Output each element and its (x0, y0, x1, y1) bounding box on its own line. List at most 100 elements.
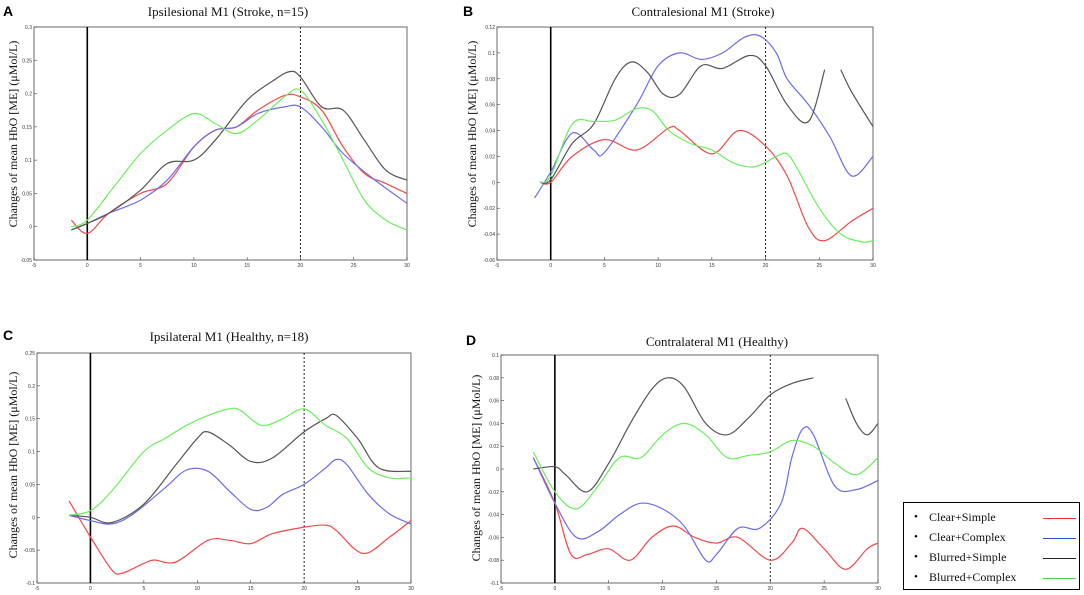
legend-bullet: • (914, 531, 918, 543)
legend-bullet: • (914, 511, 918, 523)
chart-d-xtick-label: 10 (660, 586, 666, 592)
legend-swatch-blue (1043, 538, 1076, 539)
legend-bullet: • (914, 571, 918, 583)
chart-d-ytick-label: -0.08 (488, 558, 500, 564)
chart-b-series-clear-complex (534, 34, 874, 199)
chart-d-ytick-label: 0.08 (489, 376, 499, 382)
chart-c-ytick-label: -0.05 (24, 548, 36, 554)
panel-label-a: A (3, 3, 13, 19)
chart-b-xtick-label: 20 (763, 263, 769, 269)
legend-swatch-green (1043, 578, 1076, 579)
chart-b-axes-frame (496, 26, 874, 261)
chart-c-xtick-label: 25 (355, 586, 361, 592)
chart-a-ytick-label: 0.2 (25, 92, 32, 98)
chart-b-ytick-label: 0.08 (485, 77, 495, 83)
chart-c-xtick-label: 30 (408, 586, 414, 592)
chart-d-ytick-label: -0.02 (488, 490, 500, 496)
chart-b-xtick-label: 0 (549, 263, 552, 269)
chart-d-series-blurred-complex (532, 422, 879, 510)
chart-c-title: Ipsilateral M1 (Healthy, n=18) (150, 329, 309, 344)
chart-c-series-blurred-simple (69, 413, 412, 524)
legend-label: Blurred+Complex (929, 570, 1017, 584)
chart-b-ytick-label: -0.06 (484, 258, 496, 264)
legend-item-blurred-simple: • Blurred+Simple (910, 547, 1076, 567)
chart-b-series-blurred-simple (840, 69, 874, 128)
chart-b-ytick-label: 0.02 (485, 154, 495, 160)
chart-c-ytick-label: 0.05 (25, 482, 35, 488)
chart-b-plot: -5 0 5 10 15 20 25 30 -0.06 -0.04 -0.02 0 0.02 0.04 0.… (484, 25, 876, 269)
chart-b-ylabel: Changes of mean HbO [ME] (μMol/L) (465, 41, 479, 228)
chart-b-series-clear-simple (539, 125, 874, 242)
chart-d-ytick-label: 0.1 (492, 353, 499, 359)
chart-b-xtick-label: 5 (603, 263, 606, 269)
chart-d-series-clear-simple (532, 457, 879, 570)
chart-b-xtick-label: 10 (655, 263, 661, 269)
legend-label: Clear+Simple (929, 510, 996, 524)
chart-b-ytick-label: -0.02 (484, 206, 496, 212)
chart-d-series-clear-complex (532, 426, 879, 563)
chart-d-plot: -5 0 5 10 15 20 25 30 -0.1 -0.08 -0.06 -0.04 -0.02 0 0… (488, 353, 881, 592)
panel-label-c: C (3, 327, 13, 343)
legend-item-clear-complex: • Clear+Complex (910, 527, 1076, 547)
chart-c-series-clear-simple (68, 500, 412, 575)
chart-c-xtick-label: 10 (195, 586, 201, 592)
chart-d-ytick-label: 0.02 (489, 444, 499, 450)
chart-d-xtick-label: 15 (714, 586, 720, 592)
chart-d-axes-frame (500, 354, 879, 584)
panel-label-d: D (466, 332, 476, 348)
chart-a-ytick-label: 0.3 (25, 25, 32, 31)
chart-a-title: Ipsilesional M1 (Stroke, n=15) (148, 4, 308, 19)
chart-b-ytick-label: 0 (492, 180, 495, 186)
chart-b-series-blurred-complex (539, 107, 874, 243)
chart-d-ytick-label: -0.04 (488, 513, 500, 519)
chart-c-ytick-label: 0.1 (28, 450, 35, 456)
chart-d-ytick-label: 0.04 (489, 421, 499, 427)
chart-c-ytick-label: -0.1 (26, 581, 35, 587)
legend-box: • Clear+Simple • Clear+Complex • Blurred… (903, 502, 1080, 590)
chart-a-xtick-label: 30 (404, 263, 410, 269)
chart-d-ytick-label: -0.06 (488, 535, 500, 541)
chart-d-xtick-label: 25 (821, 586, 827, 592)
chart-b-ytick-label: 0.06 (485, 103, 495, 109)
chart-b-title: Contralesional M1 (Stroke) (632, 4, 775, 19)
legend-bullet: • (914, 551, 918, 563)
chart-c-plot: -5 0 5 10 15 20 25 30 -0.1 -0.05 0 0.05 0.1 0.15 0.2 0.… (24, 351, 414, 592)
chart-b-series-blurred-simple (539, 54, 826, 184)
legend-item-blurred-complex: • Blurred+Complex (910, 567, 1076, 587)
chart-c-ytick-label: 0 (32, 515, 35, 521)
chart-b-ytick-label: 0.12 (485, 25, 495, 31)
chart-d-title: Contralateral M1 (Healthy) (646, 334, 788, 349)
legend-label: Blurred+Simple (929, 550, 1007, 564)
chart-b-ytick-label: -0.04 (484, 232, 496, 238)
chart-c-xtick-label: 5 (142, 586, 145, 592)
chart-b-ytick-label: 0.1 (488, 51, 495, 57)
chart-c-ytick-label: 0.2 (28, 384, 35, 390)
chart-c-xtick-label: 0 (89, 586, 92, 592)
chart-d-xtick-label: 5 (607, 586, 610, 592)
chart-d-xtick-label: 0 (553, 586, 556, 592)
chart-a-ytick-label: 0 (29, 225, 32, 231)
chart-a-ytick-label: 0.15 (22, 125, 32, 131)
chart-b-xtick-label: 30 (870, 263, 876, 269)
chart-a-xtick-label: 5 (139, 263, 142, 269)
chart-a-ytick-label: 0.1 (25, 158, 32, 164)
chart-d-ytick-label: -0.1 (490, 581, 499, 587)
chart-d-xtick-label: 20 (768, 586, 774, 592)
chart-c-ytick-label: 0.15 (25, 417, 35, 423)
chart-c-xtick-label: 20 (301, 586, 307, 592)
chart-c-series-blurred-complex (68, 407, 412, 516)
chart-b-xtick-label: 15 (709, 263, 715, 269)
chart-a-xtick-label: 15 (244, 263, 250, 269)
chart-c-xtick-label: 15 (248, 586, 254, 592)
chart-c-ylabel: Changes of mean HbO [ME] (μMol/L) (6, 372, 20, 559)
chart-a-ytick-label: -0.05 (21, 258, 33, 264)
chart-a-series-blurred-complex (71, 88, 408, 231)
legend-label: Clear+Complex (929, 530, 1006, 544)
chart-d-ylabel: Changes of mean HbO [ME] (μMol/L) (469, 375, 483, 562)
chart-c-xtick-label: -5 (35, 586, 40, 592)
chart-a-series-blurred-simple (71, 70, 408, 231)
chart-b-xtick-label: 25 (817, 263, 823, 269)
chart-a-xtick-label: 0 (86, 263, 89, 269)
chart-a-ylabel: Changes of mean HbO [ME] (μMol/L) (6, 41, 20, 228)
